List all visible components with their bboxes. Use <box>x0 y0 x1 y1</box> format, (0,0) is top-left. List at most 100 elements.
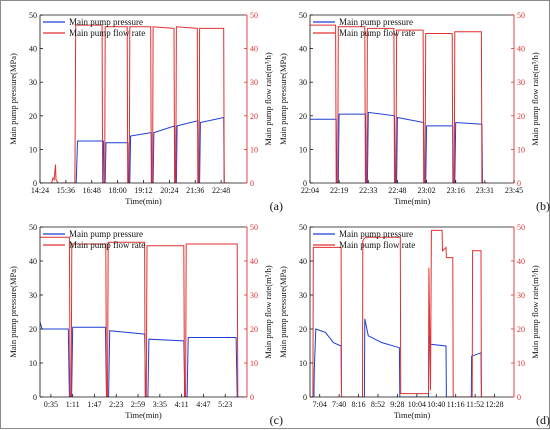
left-y-tick-label: 30 <box>299 291 307 300</box>
x-tick-label: 18:00 <box>109 186 127 195</box>
right-y-tick-label: 30 <box>517 291 525 300</box>
x-tick-label: 5:23 <box>218 400 232 409</box>
series-group <box>40 24 229 183</box>
left-y-tick-label: 20 <box>29 325 37 334</box>
right-y-tick-label: 40 <box>250 257 258 266</box>
x-tick-label: 3:35 <box>153 400 167 409</box>
x-tick-label: 23:31 <box>476 186 494 195</box>
left-y-tick-label: 40 <box>29 257 37 266</box>
x-tick-label: 23:02 <box>417 186 435 195</box>
legend-entry: Main pump pressure <box>69 229 143 239</box>
right-y-tick-label: 30 <box>517 78 525 87</box>
series-group <box>40 236 247 397</box>
legend-entry: Main pump pressure <box>339 229 413 239</box>
chart-panel-3: 0 10 20 30 40 50 0 10 20 30 40 50 0:35 1:11 1:47 2:23 2:… <box>8 223 283 427</box>
legend-entry: Main pump pressure <box>69 17 143 27</box>
right-y-tick-label: 30 <box>250 78 258 87</box>
left-y-axis-label: Main pump pressure(MPa) <box>278 266 288 358</box>
x-tick-label: 8:16 <box>351 400 365 409</box>
left-y-tick-label: 0 <box>303 393 307 402</box>
x-tick-label: 9:28 <box>390 400 404 409</box>
panel-label: (d) <box>536 413 550 427</box>
right-y-axis-label: Main pump flow rate(m³/h) <box>263 265 273 359</box>
left-y-tick-label: 30 <box>29 78 37 87</box>
legend-entry: Main pump pressure <box>339 17 413 27</box>
left-y-tick-label: 0 <box>303 179 307 188</box>
left-y-tick-label: 40 <box>299 257 307 266</box>
right-y-tick-label: 0 <box>517 179 521 188</box>
left-y-tick-label: 30 <box>299 78 307 87</box>
left-y-axis-label: Main pump pressure(MPa) <box>278 53 288 145</box>
left-y-tick-label: 50 <box>299 223 307 232</box>
left-y-tick-label: 40 <box>299 45 307 54</box>
chart-panel-1: 0 10 20 30 40 50 0 10 20 30 40 50 14:24 15:36 16:48 18:… <box>8 11 283 213</box>
right-y-axis-label: Main pump flow rate(m³/h) <box>263 52 273 146</box>
left-y-tick-label: 50 <box>29 223 37 232</box>
x-tick-label: 22:33 <box>359 186 377 195</box>
x-tick-label: 10:04 <box>408 400 426 409</box>
chart-panel-4: 0 10 20 30 40 50 0 10 20 30 40 50 7:04 7:40 8:16 8:52 9:… <box>278 223 550 427</box>
x-tick-label: 21:36 <box>186 186 204 195</box>
x-axis-label: Time(min) <box>125 410 162 420</box>
left-y-tick-label: 10 <box>29 359 37 368</box>
right-y-axis-label: Main pump flow rate(m³/h) <box>530 52 540 146</box>
right-y-axis-label: Main pump flow rate(m³/h) <box>530 265 540 359</box>
x-tick-label: 11:16 <box>447 400 465 409</box>
x-tick-label: 2:59 <box>131 400 145 409</box>
x-tick-label: 10:40 <box>427 400 445 409</box>
left-y-tick-label: 10 <box>29 145 37 154</box>
x-tick-label: 0:35 <box>44 400 58 409</box>
left-y-tick-label: 40 <box>29 45 37 54</box>
right-y-tick-label: 0 <box>517 393 521 402</box>
pressure-series-line <box>40 116 229 183</box>
x-tick-label: 15:36 <box>57 186 75 195</box>
right-y-tick-label: 20 <box>250 112 258 121</box>
x-axis-label: Time(min) <box>125 196 162 206</box>
right-y-tick-label: 40 <box>517 45 525 54</box>
left-y-tick-label: 20 <box>299 112 307 121</box>
x-tick-label: 23:16 <box>447 186 465 195</box>
right-y-tick-label: 20 <box>250 325 258 334</box>
right-y-tick-label: 0 <box>250 179 254 188</box>
x-tick-label: 20:24 <box>160 186 178 195</box>
flow-series-line <box>310 24 488 183</box>
legend-entry: Main pump flow rate <box>339 240 415 250</box>
panel-label: (b) <box>536 199 550 213</box>
x-tick-label: 4:11 <box>175 400 189 409</box>
legend-entry: Main pump flow rate <box>69 28 145 38</box>
left-y-tick-label: 10 <box>299 359 307 368</box>
x-tick-label: 14:24 <box>31 186 49 195</box>
right-y-tick-label: 30 <box>250 291 258 300</box>
x-tick-label: 4:47 <box>196 400 210 409</box>
x-tick-label: 22:04 <box>301 186 319 195</box>
x-tick-label: 8:52 <box>371 400 385 409</box>
left-y-tick-label: 50 <box>299 11 307 20</box>
flow-series-line <box>40 24 229 183</box>
left-y-axis-label: Main pump pressure(MPa) <box>8 266 18 358</box>
x-tick-label: 22:48 <box>212 186 230 195</box>
x-tick-label: 16:48 <box>83 186 101 195</box>
right-y-tick-label: 50 <box>517 11 525 20</box>
right-y-tick-label: 10 <box>517 359 525 368</box>
right-y-tick-label: 10 <box>517 145 525 154</box>
x-tick-label: 22:48 <box>388 186 406 195</box>
right-y-tick-label: 40 <box>517 257 525 266</box>
x-axis-label: Time(min) <box>394 196 431 206</box>
right-y-tick-label: 10 <box>250 145 258 154</box>
series-group <box>310 229 495 397</box>
chart-panel-2: 0 10 20 30 40 50 0 10 20 30 40 50 22:04 22:19 22:33 22:… <box>278 11 550 213</box>
series-group <box>310 24 488 183</box>
left-y-tick-label: 20 <box>29 112 37 121</box>
x-tick-label: 12:28 <box>485 400 503 409</box>
left-y-tick-label: 0 <box>33 393 37 402</box>
right-y-tick-label: 50 <box>517 223 525 232</box>
right-y-tick-label: 50 <box>250 223 258 232</box>
flow-series-line <box>40 236 247 397</box>
right-y-tick-label: 20 <box>517 112 525 121</box>
x-tick-label: 7:04 <box>313 400 327 409</box>
x-tick-label: 1:11 <box>66 400 80 409</box>
left-y-tick-label: 0 <box>33 179 37 188</box>
panel-label: (a) <box>270 199 283 213</box>
